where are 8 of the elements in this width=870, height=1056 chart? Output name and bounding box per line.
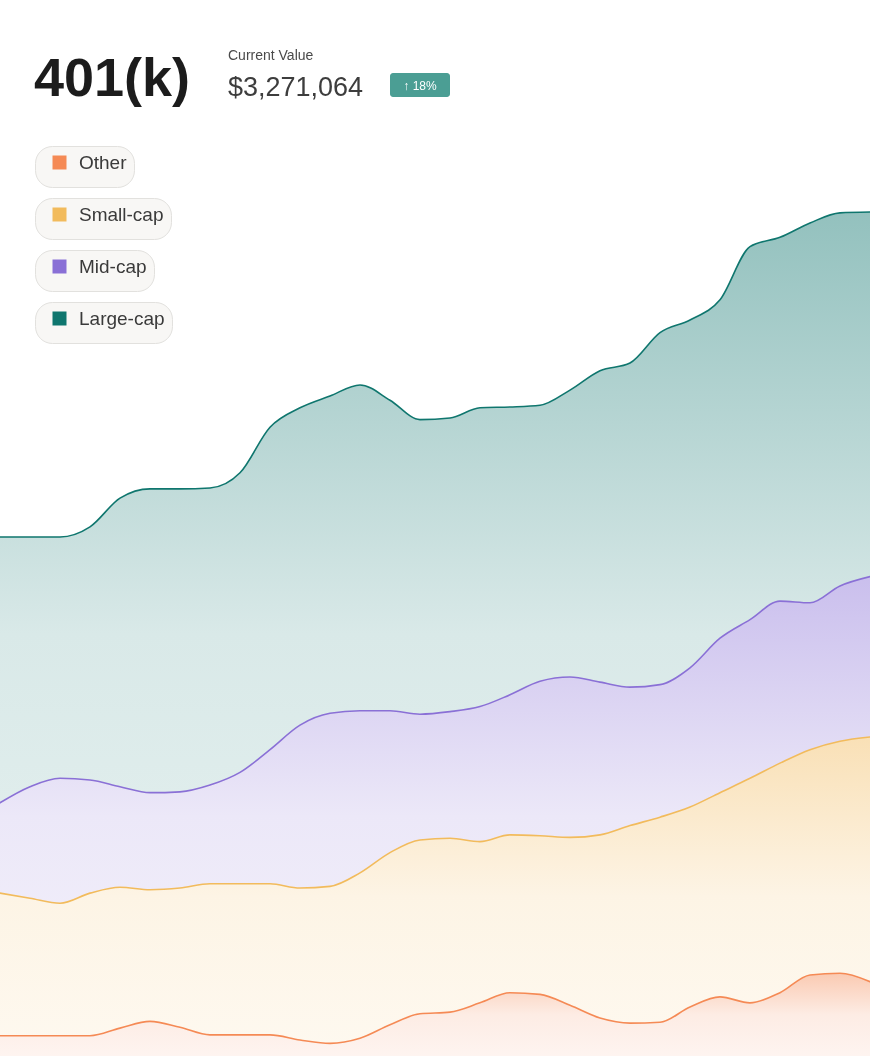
legend-label: Mid-cap: [79, 255, 147, 277]
legend-label: Other: [79, 151, 128, 173]
chart-subtitle: Current Value: [228, 47, 314, 63]
text: $3,271,064: [228, 72, 364, 102]
text: ↑ 18%: [403, 78, 437, 93]
legend-label: Small-cap: [79, 203, 164, 225]
legend-label: Large-cap: [79, 307, 165, 329]
chart-title: 401(k): [34, 47, 191, 107]
